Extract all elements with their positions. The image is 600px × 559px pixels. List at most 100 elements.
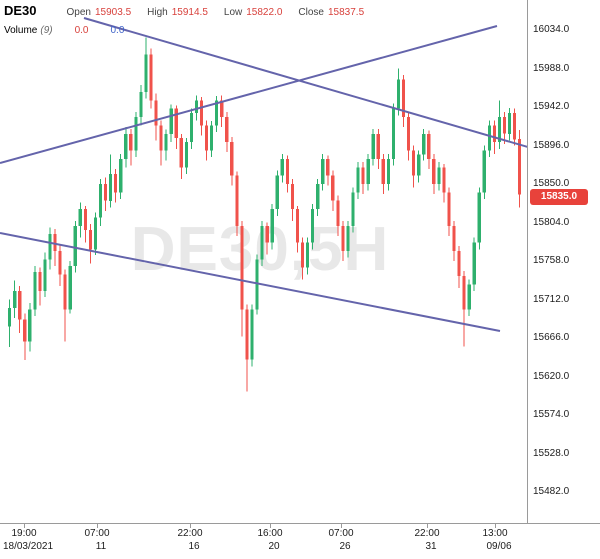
candle-body	[427, 133, 431, 159]
candle-body	[285, 158, 289, 184]
candle-body	[245, 309, 249, 360]
price-axis-label: 15804.0	[533, 216, 570, 228]
candle-body	[321, 158, 325, 184]
candle-body	[139, 91, 143, 117]
candle-body	[28, 309, 32, 342]
candle-body	[68, 266, 72, 310]
date-tick-label: 18/03/2021	[2, 541, 54, 552]
candle-body	[73, 225, 77, 266]
candle-body	[295, 209, 299, 243]
candle-body	[472, 242, 476, 285]
candle-body	[134, 117, 138, 151]
trendline[interactable]	[83, 17, 527, 152]
time-tick-mark	[97, 524, 98, 528]
candle-body	[240, 225, 244, 310]
price-axis-label: 15528.0	[533, 447, 570, 459]
candlestick-chart[interactable]	[0, 0, 527, 523]
time-tick-label: 07:00	[84, 528, 110, 539]
candle-body	[179, 138, 183, 168]
time-tick-mark	[270, 524, 271, 528]
time-tick-mark	[495, 524, 496, 528]
date-tick-label: 31	[425, 541, 437, 552]
time-tick-label: 16:00	[257, 528, 283, 539]
candles-layer	[8, 37, 522, 392]
candle-body	[275, 175, 279, 210]
candle-body	[422, 133, 426, 155]
candle-body	[230, 142, 234, 176]
candle-body	[346, 225, 350, 251]
candle-body	[174, 108, 178, 138]
date-tick-label: 11	[95, 541, 107, 552]
trendline[interactable]	[0, 232, 501, 332]
price-axis-label: 15988.0	[533, 62, 570, 74]
price-axis-label: 15482.0	[533, 486, 570, 497]
candle-body	[502, 117, 507, 134]
candle-body	[467, 284, 471, 310]
candle-body	[48, 234, 52, 260]
time-tick-label: 07:00	[328, 528, 354, 539]
candle-body	[235, 175, 239, 226]
symbol-label: DE30	[4, 3, 37, 18]
date-tick-label: 16	[188, 541, 200, 552]
candle-body	[477, 192, 481, 243]
candle-body	[129, 133, 133, 151]
candle-body	[412, 150, 416, 176]
price-axis-label: 15758.0	[533, 255, 570, 266]
candle-body	[149, 54, 153, 101]
candle-body	[189, 112, 193, 143]
time-axis[interactable]: 19:00 18/03/2021 07:00 11 22:00 16 16:00 20 07:0…	[0, 523, 600, 559]
candle-body	[265, 225, 269, 243]
date-tick-label: 20	[268, 541, 280, 552]
candle-body	[497, 117, 501, 143]
candle-body	[8, 307, 12, 327]
candle-body	[432, 158, 436, 184]
candle-body	[401, 79, 406, 118]
candle-body	[83, 209, 87, 230]
candle-body	[98, 184, 103, 218]
candle-body	[109, 174, 113, 201]
candle-body	[18, 291, 22, 320]
candle-body	[204, 125, 209, 151]
candle-body	[437, 167, 441, 184]
indicator-value: 0.0	[74, 25, 89, 36]
price-axis-label: 15712.0	[533, 293, 570, 305]
candle-body	[38, 271, 42, 292]
current-price-tag: 15835.0	[530, 188, 588, 205]
candle-body	[63, 274, 67, 310]
candle-body	[194, 100, 198, 113]
indicator-value: 0.0	[110, 25, 125, 36]
candle-body	[169, 108, 173, 134]
price-axis[interactable]: 15835.0 16034.0 15988.0 15942.0 15896.0 1585…	[527, 0, 600, 523]
candle-body	[23, 319, 27, 342]
ohlc-readout: DE30 Open 15903.5 High 15914.5 Low 15822.0 Clo…	[4, 3, 380, 18]
candle-body	[43, 259, 47, 292]
candle-body	[452, 225, 456, 251]
date-tick-label: 26	[339, 541, 351, 552]
indicator-period: (9)	[40, 25, 53, 36]
candle-body	[210, 125, 214, 151]
price-axis-label: 15896.0	[533, 139, 570, 151]
candle-body	[93, 217, 97, 250]
candle-body	[250, 309, 254, 360]
ohlc-value: 15903.5	[95, 7, 132, 18]
candle-body	[119, 158, 123, 193]
candle-body	[124, 133, 128, 159]
price-axis-label: 15666.0	[533, 332, 570, 343]
candle-body	[58, 251, 62, 275]
indicator-readout: Volume (9) 0.0 0.0	[4, 25, 380, 36]
candle-body	[78, 209, 82, 226]
candle-body	[104, 184, 108, 201]
candle-body	[482, 150, 486, 193]
trendline[interactable]	[0, 25, 498, 164]
chart-plot-area[interactable]: DE30,5H	[0, 0, 527, 523]
trendlines-layer[interactable]	[0, 17, 527, 332]
price-axis-label: 15620.0	[533, 370, 570, 382]
candle-body	[215, 100, 219, 126]
candle-body	[88, 230, 92, 250]
candle-body	[144, 54, 148, 92]
candle-body	[225, 117, 229, 143]
ohlc-label: Low	[223, 7, 243, 18]
candle-body	[305, 242, 310, 268]
candle-body	[366, 158, 370, 184]
